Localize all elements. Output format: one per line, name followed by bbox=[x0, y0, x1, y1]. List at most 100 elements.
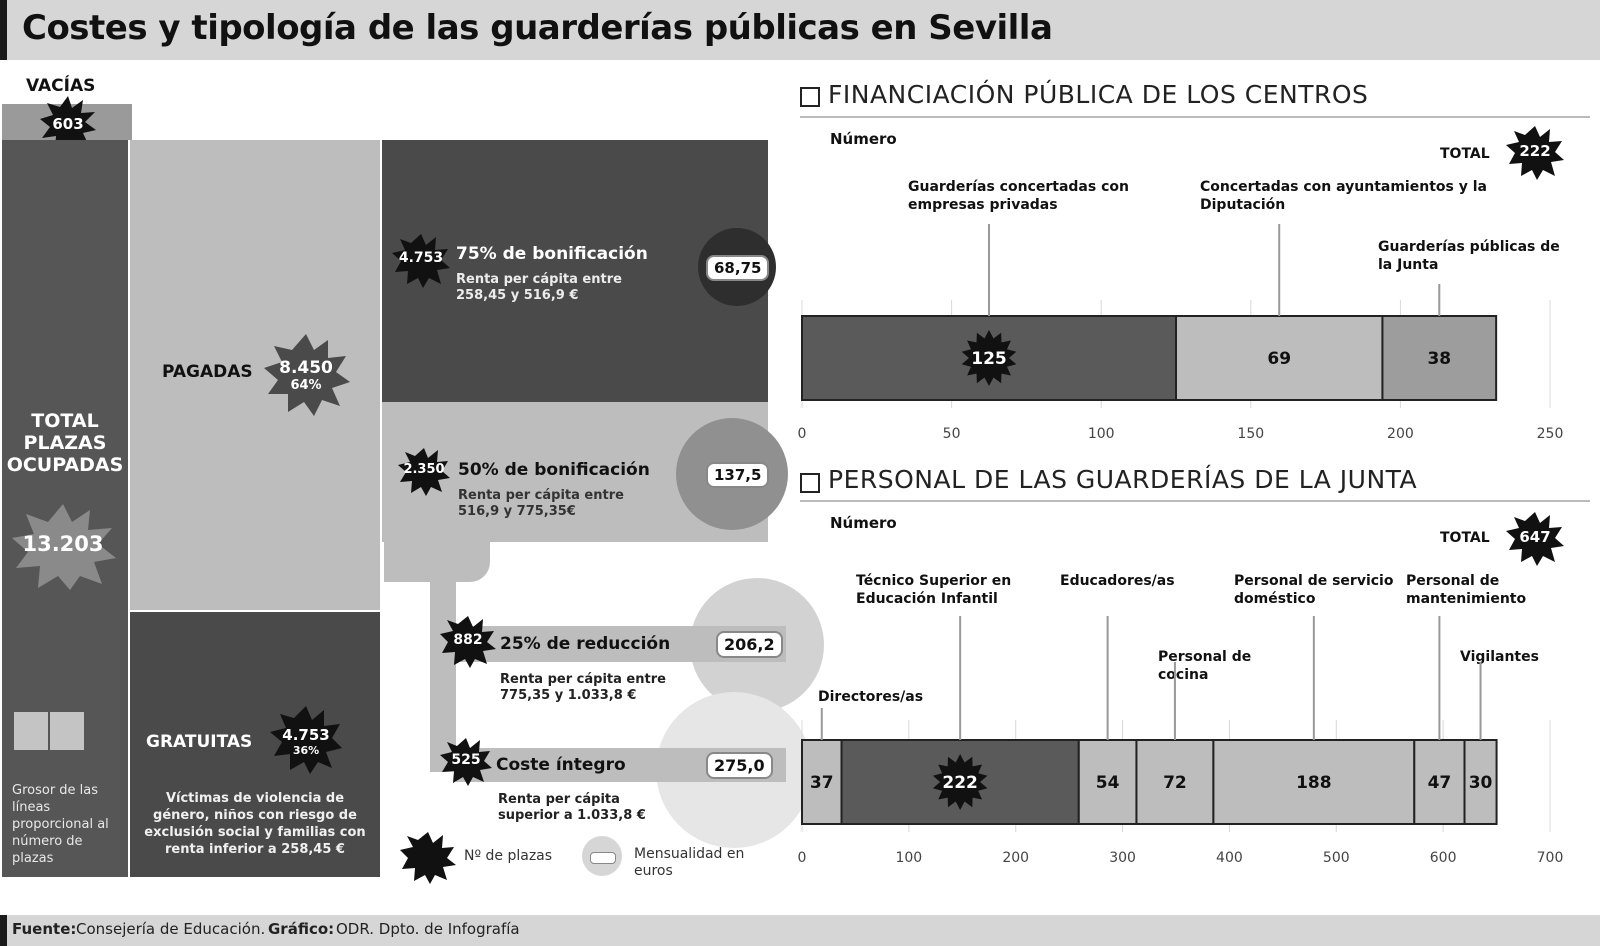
per-cat-label-0: Directores/as bbox=[818, 689, 924, 705]
red25-burst: 882 bbox=[440, 614, 496, 668]
per-cat-label-6: Vigilantes bbox=[1460, 649, 1539, 665]
bonif75-desc: Renta per cápita entre 258,45 y 516,9 € bbox=[456, 272, 622, 303]
per-cat-label-5: Personal de mantenimiento bbox=[1406, 573, 1527, 607]
red25-cost: 206,2 bbox=[716, 631, 783, 658]
footer-graphic-label: Gráfico: bbox=[268, 920, 335, 938]
financiacion-unit: Número bbox=[830, 130, 897, 148]
x-tick-label: 0 bbox=[798, 850, 807, 866]
x-tick-label: 500 bbox=[1323, 850, 1350, 866]
x-tick-label: 300 bbox=[1109, 850, 1136, 866]
personal-total-value: 647 bbox=[1519, 528, 1551, 546]
bonif50-desc: Renta per cápita entre 516,9 y 775,35€ bbox=[458, 488, 624, 519]
data-label: 188 bbox=[1296, 773, 1332, 793]
data-label: 222 bbox=[942, 773, 978, 793]
bar-segment bbox=[1175, 315, 1384, 401]
bar-segment bbox=[1463, 739, 1498, 825]
page-title: Costes y tipología de las guarderías púb… bbox=[22, 8, 1053, 48]
bonif50-value: 2.350 bbox=[403, 462, 445, 477]
total-label: TOTAL PLAZAS OCUPADAS bbox=[6, 410, 124, 476]
x-tick-label: 200 bbox=[1387, 426, 1414, 442]
financiacion-rule bbox=[800, 116, 1590, 118]
bar-segment bbox=[1212, 739, 1416, 825]
financiacion-checkbox-icon bbox=[800, 87, 820, 107]
vacias-value: 603 bbox=[52, 115, 84, 133]
per-cat-label-2: Educadores/as bbox=[1060, 573, 1175, 589]
legend-swatch-1 bbox=[14, 712, 48, 750]
bonif75-cost: 68,75 bbox=[706, 255, 770, 281]
fin-cat-label-0: Guarderías concertadas con empresas priv… bbox=[908, 179, 1129, 213]
legend-mensualidad-label: Mensualidad en euros bbox=[634, 846, 745, 879]
x-tick-label: 150 bbox=[1237, 426, 1264, 442]
personal-total-label: TOTAL bbox=[1440, 530, 1490, 546]
gratuitas-pct: 36% bbox=[292, 744, 320, 757]
fin-cat-label-2: Guarderías públicas de la Junta bbox=[1378, 239, 1560, 273]
legend-plazas-icon bbox=[400, 830, 456, 884]
footer-graphic-text: ODR. Dpto. de Infografía bbox=[336, 920, 520, 938]
financiacion-title: FINANCIACIÓN PÚBLICA DE LOS CENTROS bbox=[828, 80, 1369, 109]
pagadas-label: PAGADAS bbox=[162, 362, 253, 382]
legend-thickness-text: Grosor de las líneas proporcional al núm… bbox=[12, 783, 109, 866]
footer-bar bbox=[0, 915, 1600, 946]
value-burst bbox=[961, 330, 1017, 386]
x-tick-label: 100 bbox=[1088, 426, 1115, 442]
header-accent bbox=[0, 0, 7, 60]
per-cat-label-4: Personal de servicio doméstico bbox=[1234, 573, 1394, 607]
footer-accent bbox=[0, 915, 7, 946]
value-burst bbox=[932, 754, 988, 810]
red25-value: 882 bbox=[453, 632, 483, 648]
x-tick-label: 700 bbox=[1537, 850, 1564, 866]
bonif50-cost: 137,5 bbox=[706, 462, 770, 488]
legend-plazas-label: Nº de plazas bbox=[464, 848, 553, 864]
personal-checkbox-icon bbox=[800, 473, 820, 493]
personal-total-burst: 647 bbox=[1506, 510, 1564, 566]
x-tick-label: 250 bbox=[1537, 426, 1564, 442]
data-label: 69 bbox=[1267, 349, 1291, 369]
pagadas-burst: 8.450 64% bbox=[262, 332, 350, 416]
bar-segment bbox=[1381, 315, 1498, 401]
x-tick-label: 100 bbox=[895, 850, 922, 866]
financiacion-plot: 0 50 100 150 200 250 125 69 38 bbox=[798, 224, 1564, 442]
data-label: 37 bbox=[810, 773, 834, 793]
gratuitas-value: 4.753 bbox=[282, 726, 330, 744]
bonif75-value: 4.753 bbox=[398, 250, 444, 266]
bonif50-title: 50% de bonificación bbox=[458, 460, 650, 480]
x-tick-label: 400 bbox=[1216, 850, 1243, 866]
legend-swatch-2 bbox=[50, 712, 84, 750]
vacias-label: VACÍAS bbox=[26, 76, 96, 96]
bonif75-title: 75% de bonificación bbox=[456, 244, 648, 264]
x-tick-label: 0 bbox=[798, 426, 807, 442]
red25-desc: Renta per cápita entre 775,35 y 1.033,8 … bbox=[500, 672, 666, 703]
per-cat-label-3: Personal de cocina bbox=[1158, 649, 1252, 683]
financiacion-total-value: 222 bbox=[1519, 142, 1551, 160]
red25-title: 25% de reducción bbox=[500, 634, 671, 654]
x-tick-label: 200 bbox=[1002, 850, 1029, 866]
x-tick-label: 600 bbox=[1430, 850, 1457, 866]
bonif75-burst: 4.753 bbox=[392, 232, 450, 288]
fin-cat-label-1: Concertadas con ayuntamientos y la Diput… bbox=[1200, 179, 1487, 213]
personal-title: PERSONAL DE LAS GUARDERÍAS DE LA JUNTA bbox=[828, 465, 1418, 494]
pagadas-pct: 64% bbox=[290, 378, 322, 393]
bar-segment bbox=[1077, 739, 1138, 825]
data-label: 47 bbox=[1428, 773, 1452, 793]
data-label: 125 bbox=[971, 349, 1007, 369]
financiacion-total-burst: 222 bbox=[1506, 124, 1564, 180]
flow-connector-vertical bbox=[430, 572, 456, 772]
financiacion-total-label: TOTAL bbox=[1440, 146, 1490, 162]
vacias-burst: 603 bbox=[38, 94, 98, 154]
personal-rule bbox=[800, 500, 1590, 502]
data-label: 54 bbox=[1096, 773, 1120, 793]
pagadas-value: 8.450 bbox=[279, 358, 333, 378]
coste-desc: Renta per cápita superior a 1.033,8 € bbox=[498, 792, 646, 823]
total-value: 13.203 bbox=[22, 532, 104, 556]
gratuitas-label: GRATUITAS bbox=[146, 732, 253, 752]
coste-title: Coste íntegro bbox=[496, 755, 626, 775]
coste-burst: 525 bbox=[440, 736, 492, 786]
footer-source-text: Consejería de Educación. bbox=[76, 920, 266, 938]
per-cat-label-1: Técnico Superior en Educación Infantil bbox=[856, 573, 1012, 607]
gratuitas-burst: 4.753 36% bbox=[270, 704, 342, 774]
data-label: 38 bbox=[1427, 349, 1451, 369]
bonif50-burst: 2.350 bbox=[398, 446, 450, 496]
personal-unit: Número bbox=[830, 514, 897, 532]
total-burst: 13.203 bbox=[8, 500, 118, 592]
header-bar bbox=[0, 0, 1600, 60]
